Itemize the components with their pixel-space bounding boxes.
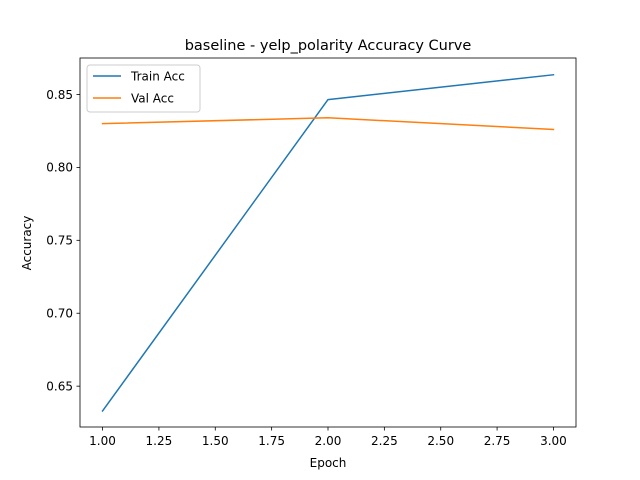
x-tick-label: 2.25: [371, 434, 398, 448]
plot-frame: [79, 57, 577, 428]
x-tick-label: 3.00: [540, 434, 567, 448]
legend-label-1: Val Acc: [131, 91, 174, 105]
y-tick-label: 0.85: [46, 88, 73, 102]
y-tick-label: 0.65: [46, 379, 73, 393]
x-tick-label: 2.75: [484, 434, 511, 448]
x-tick-label: 1.50: [202, 434, 229, 448]
y-tick-label: 0.75: [46, 234, 73, 248]
series-line-0: [101, 73, 555, 413]
x-tick-label: 1.25: [146, 434, 173, 448]
y-tick-label: 0.70: [46, 307, 73, 321]
y-axis-label: Accuracy: [20, 216, 34, 271]
plot-area: [80, 58, 576, 427]
chart-title: baseline - yelp_polarity Accuracy Curve: [185, 38, 472, 54]
x-tick-label: 2.00: [315, 434, 342, 448]
x-axis-label: Epoch: [310, 456, 347, 470]
legend-label-0: Train Acc: [130, 69, 185, 83]
series-line-1: [101, 117, 555, 131]
y-tick-label: 0.80: [46, 161, 73, 175]
x-axis-ticks: 1.00 1.25 1.50 1.75 2.00 2.25 2.50 2.75 3.00: [89, 427, 567, 448]
x-tick-label: 1.75: [258, 434, 285, 448]
legend: Train Acc Val Acc: [86, 64, 201, 113]
x-tick-label: 2.50: [427, 434, 454, 448]
x-tick-label: 1.00: [89, 434, 116, 448]
series-layer: [101, 73, 555, 413]
y-axis-ticks: 0.65 0.70 0.75 0.80 0.85: [46, 88, 80, 393]
